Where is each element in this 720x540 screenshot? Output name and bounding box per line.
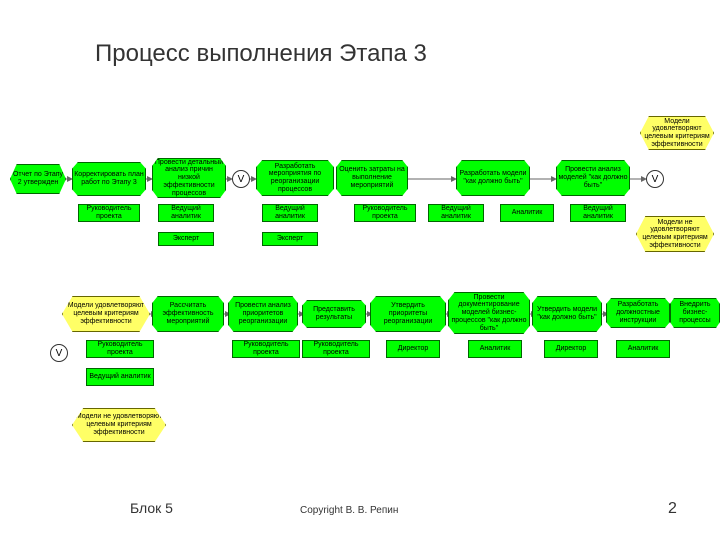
node-r1: Руководитель проекта <box>78 204 140 222</box>
node-r9: Руководитель проекта <box>232 340 300 358</box>
node-r3: Ведущий аналитик <box>262 204 318 222</box>
node-n15: Внедрить бизнес-процессы <box>670 298 720 328</box>
node-r14: Аналитик <box>616 340 670 358</box>
gateway-g1: V <box>232 170 250 188</box>
node-r8: Руководитель проекта <box>86 340 154 358</box>
node-r11: Директор <box>386 340 440 358</box>
node-r5: Ведущий аналитик <box>428 204 484 222</box>
node-r13: Директор <box>544 340 598 358</box>
node-n14: Разработать должностные инструкции <box>606 298 670 328</box>
node-n7: Провести анализ моделей "как должно быть… <box>556 160 630 196</box>
gateway-g3: V <box>50 344 68 362</box>
node-r4: Руководитель проекта <box>354 204 416 222</box>
node-n12: Провести документирование моделей бизнес… <box>448 292 530 334</box>
node-r6: Аналитик <box>500 204 554 222</box>
node-r8b: Ведущий аналитик <box>86 368 154 386</box>
node-r3b: Эксперт <box>262 232 318 246</box>
node-e1: Модели удовлетворяют целевым критериям э… <box>640 116 714 150</box>
node-r12: Аналитик <box>468 340 522 358</box>
node-n5: Оценить затраты на выполнение мероприяти… <box>336 160 408 196</box>
arrows-layer <box>0 0 720 540</box>
node-e3: Модели удовлетворяют целевым критериям э… <box>62 296 150 332</box>
node-n1: Отчет по Этапу 2 утвержден <box>10 164 66 194</box>
node-e2: Модели не удовлетворяют целевым критерия… <box>636 216 714 252</box>
node-r10: Руководитель проекта <box>302 340 370 358</box>
node-n3: Провести детальный анализ причин низкой … <box>152 158 226 198</box>
gateway-g2: V <box>646 170 664 188</box>
node-n6: Разработать модели "как должно быть" <box>456 160 530 196</box>
node-n11: Утвердить приоритеты реорганизации <box>370 296 446 332</box>
node-n4: Разработать мероприятия по реорганизации… <box>256 160 334 196</box>
node-r2: Ведущий аналитик <box>158 204 214 222</box>
footer-page-number: 2 <box>668 500 677 518</box>
node-n8: Рассчитать эффективность мероприятий <box>152 296 224 332</box>
node-n9: Провести анализ приоритетов реорганизаци… <box>228 296 298 332</box>
node-r7: Ведущий аналитик <box>570 204 626 222</box>
footer-block-label: Блок 5 <box>130 500 173 516</box>
node-n10: Представить результаты <box>302 300 366 328</box>
node-r2b: Эксперт <box>158 232 214 246</box>
diagram-title: Процесс выполнения Этапа 3 <box>95 40 427 68</box>
node-n2: Корректировать план работ по Этапу 3 <box>72 162 146 196</box>
node-n13: Утвердить модели "как должно быть" <box>532 296 602 332</box>
node-e4: Модели не удовлетворяют целевым критерия… <box>72 408 166 442</box>
footer-copyright: Copyright В. В. Репин <box>300 505 398 516</box>
